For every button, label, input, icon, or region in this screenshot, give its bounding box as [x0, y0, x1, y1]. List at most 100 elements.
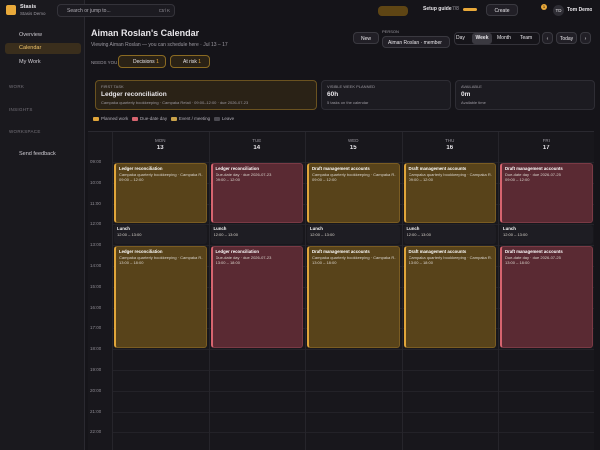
event-time: 09:00 – 12:00: [312, 177, 337, 182]
event[interactable]: Draft management accounts Campaka quarter…: [403, 163, 496, 224]
event[interactable]: Draft management accounts Due-date day · …: [500, 246, 593, 349]
view-option[interactable]: Week: [472, 33, 492, 44]
event-title: Lunch: [213, 226, 227, 232]
hour-line: [112, 370, 594, 371]
at-risk-chip[interactable]: At risk 1: [170, 55, 210, 68]
search-box[interactable]: Search or jump to... Ctrl K: [57, 4, 175, 17]
today-button[interactable]: Today: [556, 32, 577, 44]
event-time: 13:00 – 18:00: [119, 260, 144, 266]
time-label: 14:00: [90, 263, 102, 268]
event-detail: Campaka quarterly bookkeeping · Campaka …: [408, 255, 493, 261]
nav-item[interactable]: Calendar: [5, 43, 81, 54]
prev-button[interactable]: ‹: [542, 32, 553, 44]
legend-item: Planned work: [101, 116, 129, 121]
column-line: [401, 132, 403, 450]
event[interactable]: Ledger reconciliation Campaka quarterly b…: [114, 246, 207, 349]
event-detail: Campaka quarterly bookkeeping · Campaka …: [312, 255, 396, 261]
section[interactable]: WORKSPACE: [9, 129, 41, 134]
view-option[interactable]: Team: [520, 35, 533, 41]
event-title: Draft management accounts: [505, 166, 563, 171]
time-label: 21:00: [90, 408, 102, 414]
event-detail: Campaka quarterly bookkeeping · Campaka …: [408, 172, 493, 177]
time-label: 10:00: [90, 179, 102, 185]
card-label: VISIBLE WEEK PLANNED: [327, 84, 376, 89]
decisions-chip[interactable]: Decisions 1: [118, 55, 166, 68]
event: Lunch 12:00 – 13:00: [403, 225, 496, 245]
column-line: [112, 132, 113, 450]
card-detail: Campaka quarterly bookkeeping · Campaka …: [101, 100, 249, 105]
section[interactable]: INSIGHTS: [9, 107, 33, 112]
upgrade-pill[interactable]: [378, 6, 408, 16]
event: Lunch 12:00 – 13:00: [114, 225, 207, 245]
hour-line: [112, 390, 594, 392]
avatar[interactable]: TD: [553, 5, 564, 16]
setup-guide[interactable]: Setup guide: [423, 6, 452, 12]
card-value: 60h: [327, 91, 339, 98]
event[interactable]: Draft management accounts Campaka quarter…: [307, 246, 400, 349]
time-label: 22:00: [90, 429, 102, 435]
nav-item[interactable]: Overview: [19, 32, 42, 38]
time-label: 20:00: [90, 387, 102, 393]
nav-item[interactable]: My Work: [19, 59, 41, 65]
card-label: FIRST TASK: [101, 84, 124, 89]
time-label: 09:00: [90, 159, 102, 164]
first-task-card[interactable]: FIRST TASK Ledger reconciliation Campaka q…: [95, 80, 317, 110]
next-button[interactable]: ›: [580, 32, 591, 44]
event-detail: Campaka quarterly bookkeeping · Campaka …: [119, 172, 203, 177]
hour-line: [112, 224, 594, 226]
notification-badge: 1: [541, 4, 547, 10]
hour-line: [112, 162, 594, 163]
time-label: 15:00: [90, 283, 102, 289]
new-button[interactable]: New: [353, 32, 379, 44]
card-label: AVAILABLE: [461, 84, 482, 89]
available-card: AVAILABLE 0m Available time: [455, 80, 595, 110]
column-line: [498, 132, 499, 450]
time-label: 18:00: [90, 346, 102, 352]
legend: Planned work Due-date day Event / meetin…: [93, 116, 234, 121]
hour-line: [112, 432, 594, 434]
chip-count: 1: [156, 59, 159, 65]
shortcut: Ctrl K: [158, 8, 170, 13]
hour-line: [112, 245, 594, 247]
weekday: THU: [445, 138, 455, 143]
event-title: Draft management accounts: [408, 166, 467, 171]
event[interactable]: Ledger reconciliation Due-date day · due …: [210, 246, 303, 349]
chip-label: Decisions: [133, 59, 155, 65]
event-title: Lunch: [117, 226, 130, 232]
event[interactable]: Ledger reconciliation Campaka quarterly b…: [114, 163, 207, 224]
column-line: [208, 132, 210, 450]
event-time: 13:00 – 18:00: [408, 260, 433, 266]
subtitle: Viewing Aiman Roslan — you can schedule …: [91, 42, 228, 48]
event-title: Lunch: [406, 226, 420, 232]
progress: 7/8: [452, 6, 459, 12]
sidebar: Stasis Stasis Demo: [0, 0, 85, 450]
calendar-grid: 09:00 10:00 11:00 12:00 13:00 14:00 15:00 16:00…: [88, 131, 594, 450]
weekday: WED: [348, 138, 359, 143]
event-time: 13:00 – 18:00: [312, 260, 337, 266]
event-time: 09:00 – 12:00: [408, 177, 433, 182]
event[interactable]: Draft management accounts Due-date day · …: [500, 163, 593, 224]
card-value: Ledger reconciliation: [101, 91, 167, 98]
view-option[interactable]: Month: [497, 35, 511, 41]
event-detail: Due-date day · due 2026-07-25: [505, 172, 561, 177]
date: 15: [349, 145, 357, 151]
event-detail: Due-date day · due 2026-07-25: [505, 255, 561, 261]
event[interactable]: Draft management accounts Campaka quarter…: [307, 163, 400, 224]
card-detail: 5 tasks on the calendar: [327, 100, 369, 105]
person-select[interactable]: Aiman Roslan · member: [382, 36, 450, 48]
chip-count: 1: [198, 59, 202, 65]
event: Lunch 12:00 – 13:00: [500, 225, 593, 245]
event[interactable]: Draft management accounts Campaka quarter…: [403, 246, 496, 349]
section[interactable]: WORK: [9, 84, 25, 89]
create-button[interactable]: Create: [486, 4, 518, 16]
feedback[interactable]: Send feedback: [19, 151, 56, 157]
time-label: 16:00: [90, 304, 102, 310]
logo: [6, 5, 16, 15]
date: 17: [542, 145, 550, 151]
event-title: Ledger reconciliation: [215, 166, 259, 171]
view-option[interactable]: Day: [456, 35, 465, 41]
event-title: Ledger reconciliation: [119, 166, 163, 171]
time-label: 12:00: [90, 221, 102, 227]
event[interactable]: Ledger reconciliation Due-date day · due …: [210, 163, 303, 224]
